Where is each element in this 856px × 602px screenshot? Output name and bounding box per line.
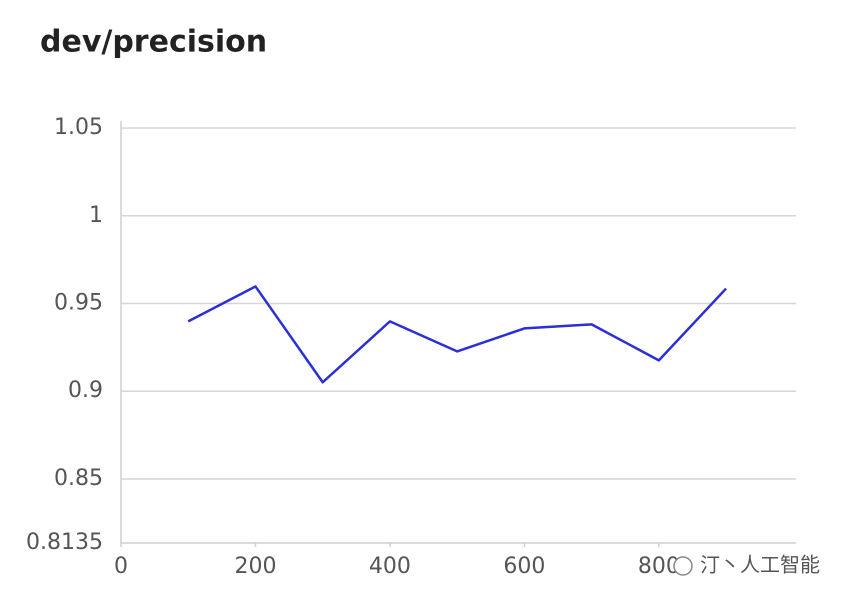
x-tick-label: 400 — [369, 554, 411, 579]
watermark: 汀丶人工智能 — [673, 553, 820, 577]
chart-title: dev/precision — [40, 25, 267, 60]
y-tick-label: 1.05 — [54, 115, 103, 140]
y-tick-label: 0.8135 — [26, 530, 103, 555]
x-tick-label: 200 — [234, 554, 276, 579]
watermark-text: 汀丶人工智能 — [700, 553, 820, 577]
x-tick-label: 800 — [638, 554, 680, 579]
y-tick-label: 0.95 — [54, 290, 103, 315]
data-line — [187, 285, 727, 384]
y-tick-label: 1 — [89, 203, 103, 228]
x-tick-label: 600 — [503, 554, 545, 579]
watermark-icon — [673, 556, 693, 576]
y-tick-label: 0.85 — [54, 466, 103, 491]
y-tick-label: 0.9 — [68, 378, 103, 403]
x-tick-label: 0 — [114, 554, 128, 579]
